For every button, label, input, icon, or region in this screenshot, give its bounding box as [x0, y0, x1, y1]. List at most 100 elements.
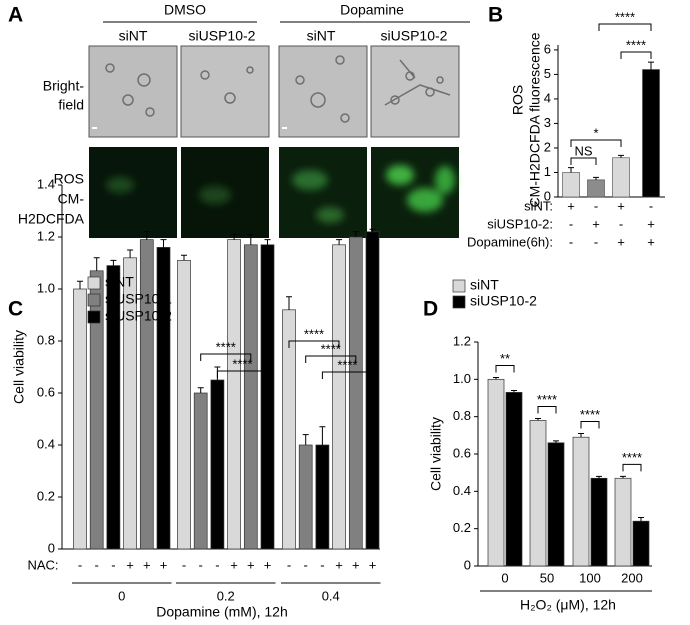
x-tick-label: 0: [501, 570, 508, 585]
significance-bracket: [495, 364, 515, 373]
legend-swatch: [452, 279, 466, 293]
condition-sign: +: [647, 216, 655, 231]
x-axis-label: H₂O₂ (μM), 12h: [520, 597, 616, 613]
x-tick-label: 50: [540, 570, 554, 585]
bar: [210, 379, 225, 550]
y-tick-label: 0.8: [37, 332, 55, 347]
condition-sign: +: [617, 198, 625, 213]
significance-bracket: [288, 340, 340, 348]
subgroup-sign: +: [126, 557, 134, 572]
y-tick-label: 1.4: [37, 176, 55, 191]
condition-sign: -: [594, 198, 598, 213]
x-axis-label: Dopamine (mM), 12h: [156, 604, 288, 620]
subgroup-sign: +: [335, 557, 343, 572]
y-tick-label: 2: [544, 139, 551, 154]
error-bar: [593, 176, 599, 180]
significance-label: NS: [574, 143, 592, 158]
condition-sign: +: [617, 234, 625, 249]
error-bar: [535, 418, 541, 421]
fluorescence-signal: [106, 165, 455, 223]
y-tick-label: 0.6: [37, 384, 55, 399]
micrographs: [88, 45, 460, 238]
y-tick-label: 1.0: [453, 371, 471, 386]
subgroup-sign: +: [352, 557, 360, 572]
bar: [547, 442, 565, 567]
group-title: Dopamine: [340, 2, 404, 18]
row-label: ROS: [54, 171, 84, 187]
bar: [572, 436, 590, 567]
subgroup-sign: +: [160, 557, 168, 572]
error-bar: [319, 426, 326, 445]
y-tick-label: 0.4: [37, 436, 55, 451]
group-title: DMSO: [164, 2, 206, 18]
subgroup-sign: -: [78, 557, 82, 572]
error-bar: [493, 376, 499, 380]
y-tick-label: 5: [544, 66, 551, 81]
subgroup-sign: -: [111, 557, 115, 572]
y-tick-label: 0.4: [453, 483, 471, 498]
significance-label: ****: [216, 339, 236, 354]
condition-sign: +: [592, 216, 600, 231]
row-label: field: [58, 97, 84, 113]
bar: [505, 392, 523, 567]
error-bar: [618, 154, 624, 158]
bar: [315, 444, 330, 550]
fluorescence-image: [89, 147, 177, 238]
y-tick-label: 0.6: [453, 445, 471, 460]
significance-label: ****: [537, 392, 557, 407]
error-bar: [231, 233, 238, 240]
error-bar: [596, 475, 602, 479]
error-bar: [197, 387, 204, 393]
bar: [590, 477, 608, 567]
bar: [139, 239, 154, 550]
legend-label: siUSP10-2: [470, 293, 537, 309]
significance-label: ****: [337, 357, 357, 372]
legend-label: siUSP10-2: [105, 308, 172, 324]
subgroup-sign: -: [287, 557, 291, 572]
bar: [642, 69, 660, 198]
legend-label: siNT: [105, 274, 134, 290]
y-tick-label: 0.2: [37, 488, 55, 503]
error-bar: [77, 280, 83, 289]
significance-bracket: [622, 463, 642, 472]
y-tick-label: 1.2: [37, 228, 55, 243]
y-tick-label: 4: [544, 90, 551, 105]
y-tick-label: 1: [544, 164, 551, 179]
condition-label: siUSP10-2:: [487, 216, 553, 231]
error-bar: [160, 239, 167, 248]
column-label: siNT: [307, 28, 336, 44]
x-tick-label: 100: [579, 570, 601, 585]
error-bar: [336, 239, 343, 245]
subgroup-sign: -: [320, 557, 324, 572]
significance-bracket: [598, 23, 652, 31]
brightfield-image: [180, 45, 270, 138]
bar: [632, 520, 650, 567]
subgroup-sign: -: [215, 557, 219, 572]
error-bar: [568, 167, 574, 173]
condition-label: siNT:: [524, 198, 553, 213]
column-label: siUSP10-2: [189, 28, 256, 44]
bar: [227, 239, 241, 550]
legend-swatch: [87, 310, 101, 324]
condition-sign: -: [569, 216, 573, 231]
significance-label: ****: [304, 326, 324, 341]
significance-bracket: [537, 406, 557, 414]
error-bar: [369, 228, 376, 232]
row-label: CM-: [58, 191, 85, 207]
y-tick-label: 0: [464, 557, 471, 572]
cells: [105, 55, 451, 123]
legend-swatch: [452, 295, 466, 309]
y-tick-label: 1.0: [37, 280, 55, 295]
scale-bar: [92, 127, 97, 129]
condition-sign: -: [594, 234, 598, 249]
x-tick-label: 200: [621, 570, 643, 585]
row-label: H2DCFDA: [18, 211, 85, 227]
error-bar: [553, 440, 559, 443]
error-bar: [578, 432, 584, 438]
subgroup-sign: +: [230, 557, 238, 572]
y-tick-label: 1.2: [453, 333, 471, 348]
panel-label: C: [8, 298, 23, 321]
significance-bracket: [570, 139, 622, 147]
bar: [177, 260, 191, 550]
